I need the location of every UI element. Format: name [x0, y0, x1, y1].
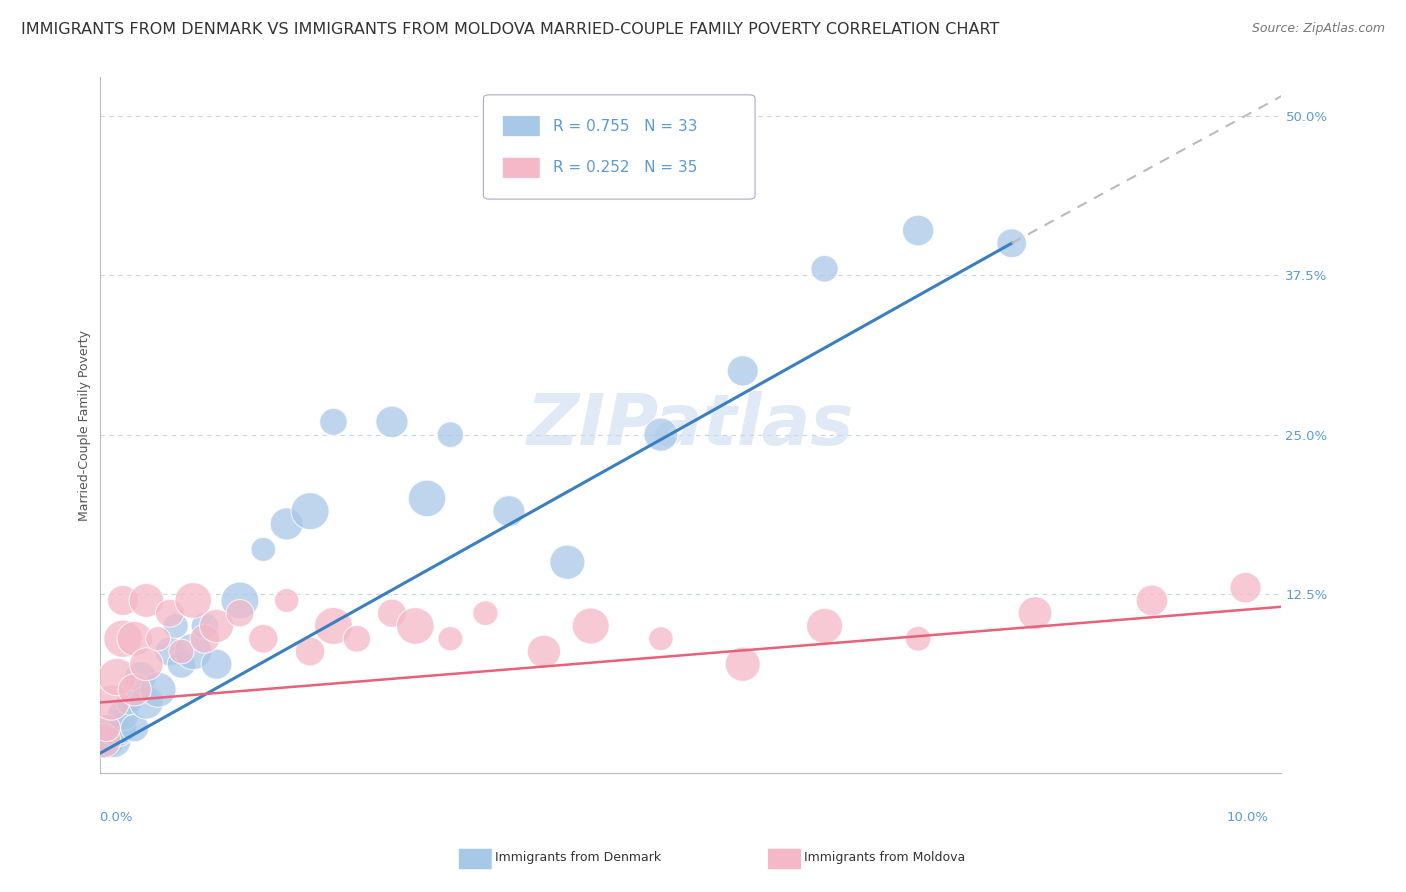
Ellipse shape — [807, 608, 842, 643]
Ellipse shape — [291, 492, 329, 530]
Ellipse shape — [270, 508, 304, 540]
Ellipse shape — [572, 608, 609, 644]
Ellipse shape — [811, 255, 838, 282]
Text: Immigrants from Denmark: Immigrants from Denmark — [495, 851, 661, 863]
Ellipse shape — [125, 662, 156, 692]
Ellipse shape — [96, 720, 127, 749]
Ellipse shape — [129, 583, 163, 617]
Text: Immigrants from Moldova: Immigrants from Moldova — [804, 851, 966, 863]
Ellipse shape — [997, 228, 1026, 258]
Ellipse shape — [550, 545, 585, 579]
Ellipse shape — [408, 480, 446, 516]
Ellipse shape — [104, 620, 142, 657]
Text: 0.0%: 0.0% — [100, 811, 134, 824]
Ellipse shape — [174, 633, 212, 670]
Ellipse shape — [98, 658, 136, 696]
Ellipse shape — [201, 649, 232, 680]
Ellipse shape — [648, 627, 673, 650]
Ellipse shape — [274, 589, 299, 613]
Ellipse shape — [129, 648, 163, 681]
Ellipse shape — [396, 607, 434, 644]
FancyBboxPatch shape — [502, 116, 540, 136]
Ellipse shape — [315, 607, 353, 645]
Ellipse shape — [146, 626, 170, 651]
Ellipse shape — [121, 714, 149, 742]
Text: R = 0.252   N = 35: R = 0.252 N = 35 — [553, 161, 697, 176]
Ellipse shape — [377, 599, 406, 627]
Ellipse shape — [93, 714, 121, 741]
Ellipse shape — [494, 496, 524, 526]
Ellipse shape — [96, 723, 131, 757]
Ellipse shape — [86, 723, 121, 758]
Ellipse shape — [226, 599, 254, 627]
Ellipse shape — [107, 585, 138, 615]
Ellipse shape — [903, 215, 934, 246]
Ellipse shape — [104, 713, 136, 744]
Ellipse shape — [89, 723, 124, 758]
Ellipse shape — [905, 626, 931, 651]
FancyBboxPatch shape — [502, 157, 540, 178]
Ellipse shape — [295, 637, 325, 666]
Ellipse shape — [155, 637, 184, 666]
Ellipse shape — [174, 582, 211, 618]
Ellipse shape — [117, 622, 152, 656]
Ellipse shape — [375, 406, 408, 438]
Ellipse shape — [1018, 597, 1052, 630]
Ellipse shape — [644, 418, 678, 451]
Ellipse shape — [141, 673, 176, 707]
Ellipse shape — [93, 685, 129, 720]
Text: Source: ZipAtlas.com: Source: ZipAtlas.com — [1251, 22, 1385, 36]
Ellipse shape — [727, 356, 758, 386]
Ellipse shape — [1230, 573, 1261, 603]
Ellipse shape — [437, 422, 464, 448]
Ellipse shape — [129, 686, 163, 719]
Y-axis label: Married-Couple Family Poverty: Married-Couple Family Poverty — [79, 329, 91, 521]
Ellipse shape — [319, 409, 347, 435]
Ellipse shape — [163, 614, 188, 639]
Ellipse shape — [249, 624, 278, 653]
Text: ZIPatlas: ZIPatlas — [526, 391, 853, 459]
Ellipse shape — [167, 650, 195, 678]
Ellipse shape — [118, 673, 152, 706]
Ellipse shape — [107, 700, 139, 731]
Ellipse shape — [169, 640, 194, 664]
Ellipse shape — [200, 609, 233, 642]
Text: 10.0%: 10.0% — [1227, 811, 1270, 824]
Ellipse shape — [190, 624, 219, 653]
Ellipse shape — [90, 729, 115, 753]
Ellipse shape — [1136, 585, 1168, 615]
Text: IMMIGRANTS FROM DENMARK VS IMMIGRANTS FROM MOLDOVA MARRIED-COUPLE FAMILY POVERTY: IMMIGRANTS FROM DENMARK VS IMMIGRANTS FR… — [21, 22, 1000, 37]
Text: R = 0.755   N = 33: R = 0.755 N = 33 — [553, 119, 697, 134]
Ellipse shape — [156, 599, 184, 627]
Ellipse shape — [98, 709, 136, 747]
Ellipse shape — [439, 626, 463, 651]
Ellipse shape — [343, 625, 371, 652]
Ellipse shape — [191, 613, 218, 640]
FancyBboxPatch shape — [484, 95, 755, 199]
Ellipse shape — [527, 635, 561, 668]
Ellipse shape — [472, 601, 498, 625]
Ellipse shape — [117, 690, 142, 714]
Ellipse shape — [221, 582, 259, 619]
Ellipse shape — [250, 537, 276, 561]
Ellipse shape — [725, 647, 761, 681]
